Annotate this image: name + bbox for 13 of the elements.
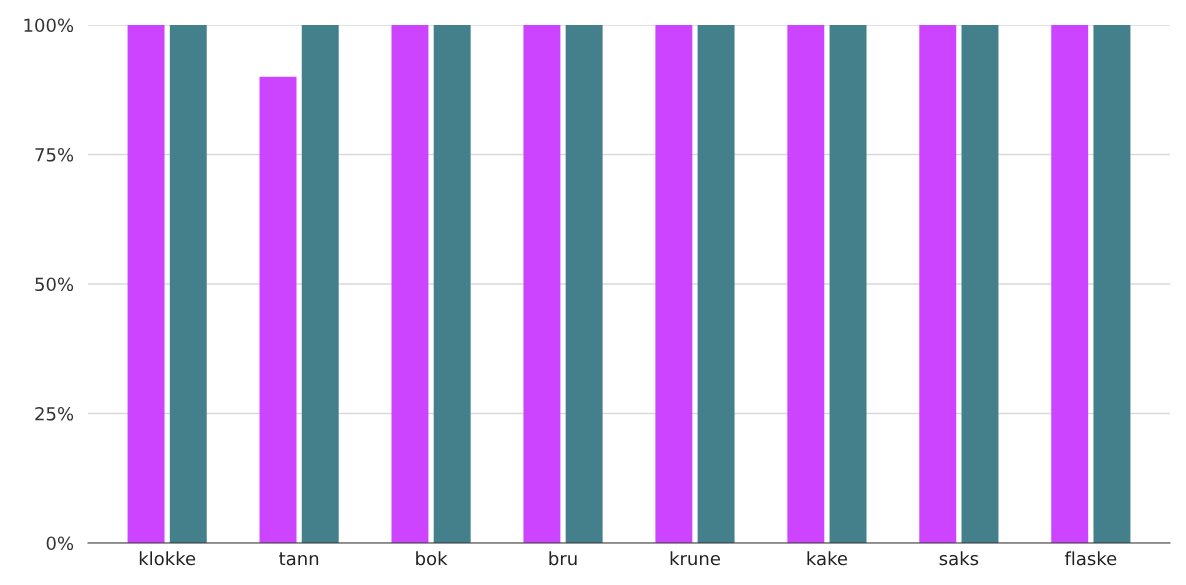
x-tick-label: kake [807,551,848,566]
y-tick-label: 50% [35,277,74,292]
x-tick-label: saks [939,551,979,566]
y-tick-label: 25% [35,406,74,421]
x-tick-label: krune [670,551,720,566]
x-tick-label: bok [416,551,448,566]
y-tick-label: 100% [24,18,74,33]
x-tick-label: bru [549,551,577,566]
x-tick-label: klokke [139,551,196,566]
x-tick-label: flaske [1064,551,1117,566]
y-tick-label: 75% [35,147,74,162]
x-tick-label: tann [279,552,319,566]
y-tick-label: 0% [46,536,74,551]
